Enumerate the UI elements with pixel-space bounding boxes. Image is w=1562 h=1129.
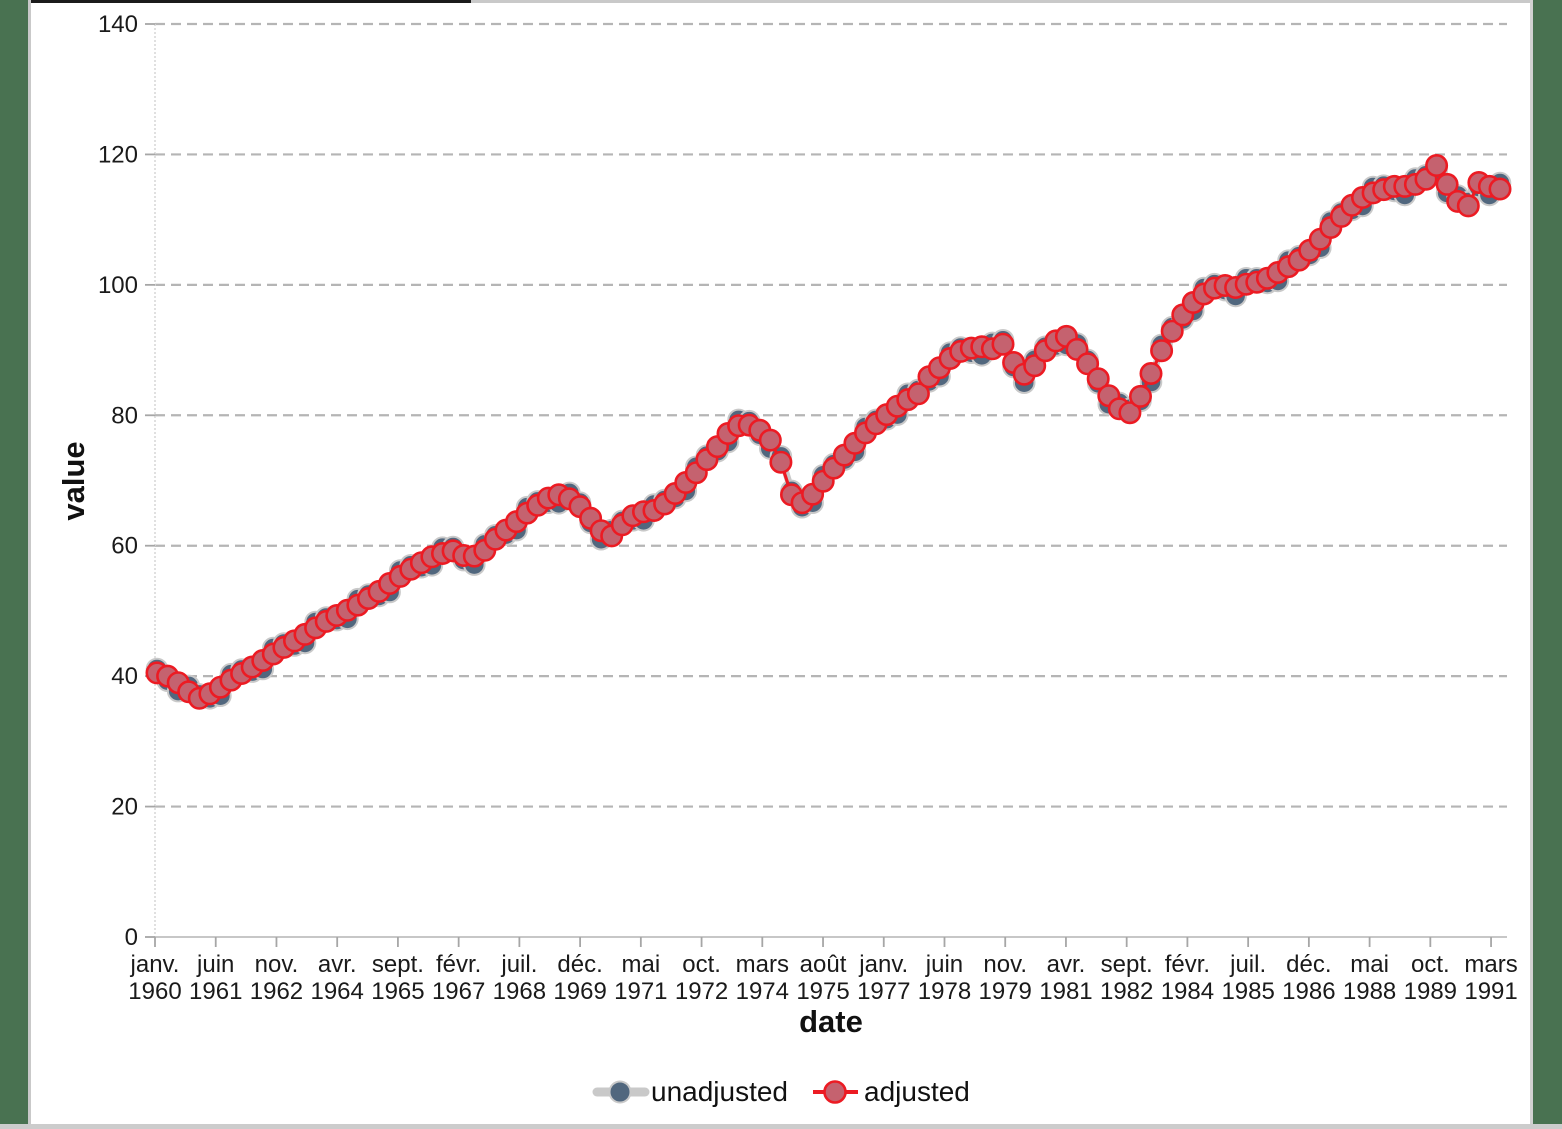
y-tick-label: 60 <box>111 533 138 560</box>
legend: unadjusted adjusted <box>592 1076 970 1107</box>
x-tick-year: 1979 <box>979 978 1032 1005</box>
legend-unadjusted-label: unadjusted <box>651 1076 788 1107</box>
adjusted-marker <box>1488 177 1512 201</box>
x-tick-month: janv. <box>858 951 908 978</box>
x-tick-year: 1986 <box>1282 978 1335 1005</box>
legend-adjusted-label: adjusted <box>864 1076 970 1107</box>
left-green-band <box>0 0 28 1129</box>
adjusted-marker <box>1456 194 1480 218</box>
x-tick-month: févr. <box>1165 951 1210 978</box>
adjusted-marker <box>1129 384 1153 408</box>
x-tick-year: 1961 <box>189 978 242 1005</box>
x-tick-year: 1989 <box>1404 978 1457 1005</box>
right-band-divider <box>1530 0 1533 1129</box>
x-tick-month: juin <box>196 951 234 978</box>
x-tick-year: 1968 <box>493 978 546 1005</box>
adjusted-marker <box>758 428 782 452</box>
adjusted-marker <box>1086 367 1110 391</box>
legend-unadjusted-marker <box>608 1080 632 1104</box>
x-tick-month: juin <box>925 951 963 978</box>
x-tick-year: 1971 <box>614 978 667 1005</box>
x-tick-year: 1960 <box>128 978 181 1005</box>
y-tick-label: 140 <box>98 11 138 38</box>
x-tick-month: mars <box>1464 951 1517 978</box>
x-tick-month: mai <box>622 951 661 978</box>
y-tick-label: 120 <box>98 141 138 168</box>
legend-adjusted-marker <box>823 1080 847 1104</box>
x-tick-month: août <box>800 951 847 978</box>
adjusted-marker <box>1160 319 1184 343</box>
x-tick-year: 1964 <box>310 978 363 1005</box>
top-bar <box>31 0 1530 3</box>
x-tick-month: avr. <box>1047 951 1086 978</box>
adjusted-marker <box>1425 154 1449 178</box>
y-tick-label: 100 <box>98 272 138 299</box>
x-tick-month: sept. <box>1101 951 1153 978</box>
adjusted-marker <box>906 382 930 406</box>
adjusted-marker <box>991 332 1015 356</box>
x-tick-year: 1969 <box>553 978 606 1005</box>
x-tick-year: 1988 <box>1343 978 1396 1005</box>
x-tick-month: mars <box>736 951 789 978</box>
x-tick-month: juil. <box>1229 951 1266 978</box>
x-tick-year: 1991 <box>1464 978 1517 1005</box>
top-bar-dark-segment <box>31 0 471 3</box>
x-tick-year: 1984 <box>1161 978 1214 1005</box>
x-tick-month: févr. <box>436 951 481 978</box>
y-tick-label: 40 <box>111 663 138 690</box>
x-tick-month: nov. <box>255 951 299 978</box>
x-tick-month: déc. <box>1286 951 1331 978</box>
right-green-band <box>1533 0 1562 1129</box>
x-tick-year: 1985 <box>1221 978 1274 1005</box>
adjusted-marker <box>1139 361 1163 385</box>
x-tick-month: mai <box>1350 951 1389 978</box>
x-tick-month: déc. <box>557 951 602 978</box>
x-tick-month: juil. <box>500 951 537 978</box>
x-tick-month: oct. <box>1411 951 1450 978</box>
y-tick-label: 0 <box>125 924 138 951</box>
x-tick-year: 1972 <box>675 978 728 1005</box>
x-tick-month: nov. <box>983 951 1027 978</box>
bottom-bar <box>0 1124 1562 1129</box>
x-tick-year: 1981 <box>1039 978 1092 1005</box>
x-tick-month: oct. <box>682 951 721 978</box>
x-tick-year: 1965 <box>371 978 424 1005</box>
x-tick-month: sept. <box>372 951 424 978</box>
y-axis-title: value <box>56 441 91 520</box>
x-tick-month: avr. <box>318 951 357 978</box>
adjusted-marker <box>1118 401 1142 425</box>
x-axis-title: date <box>799 1004 863 1039</box>
left-band-divider <box>28 0 31 1129</box>
adjusted-marker <box>1435 172 1459 196</box>
adjusted-marker <box>769 450 793 474</box>
x-tick-year: 1978 <box>918 978 971 1005</box>
y-tick-label: 80 <box>111 402 138 429</box>
x-tick-year: 1975 <box>796 978 849 1005</box>
x-tick-year: 1962 <box>250 978 303 1005</box>
x-tick-year: 1982 <box>1100 978 1153 1005</box>
x-tick-month: janv. <box>130 951 180 978</box>
y-tick-label: 20 <box>111 794 138 821</box>
adjusted-marker <box>1150 339 1174 363</box>
x-tick-year: 1977 <box>857 978 910 1005</box>
x-tick-year: 1974 <box>736 978 789 1005</box>
x-tick-year: 1967 <box>432 978 485 1005</box>
